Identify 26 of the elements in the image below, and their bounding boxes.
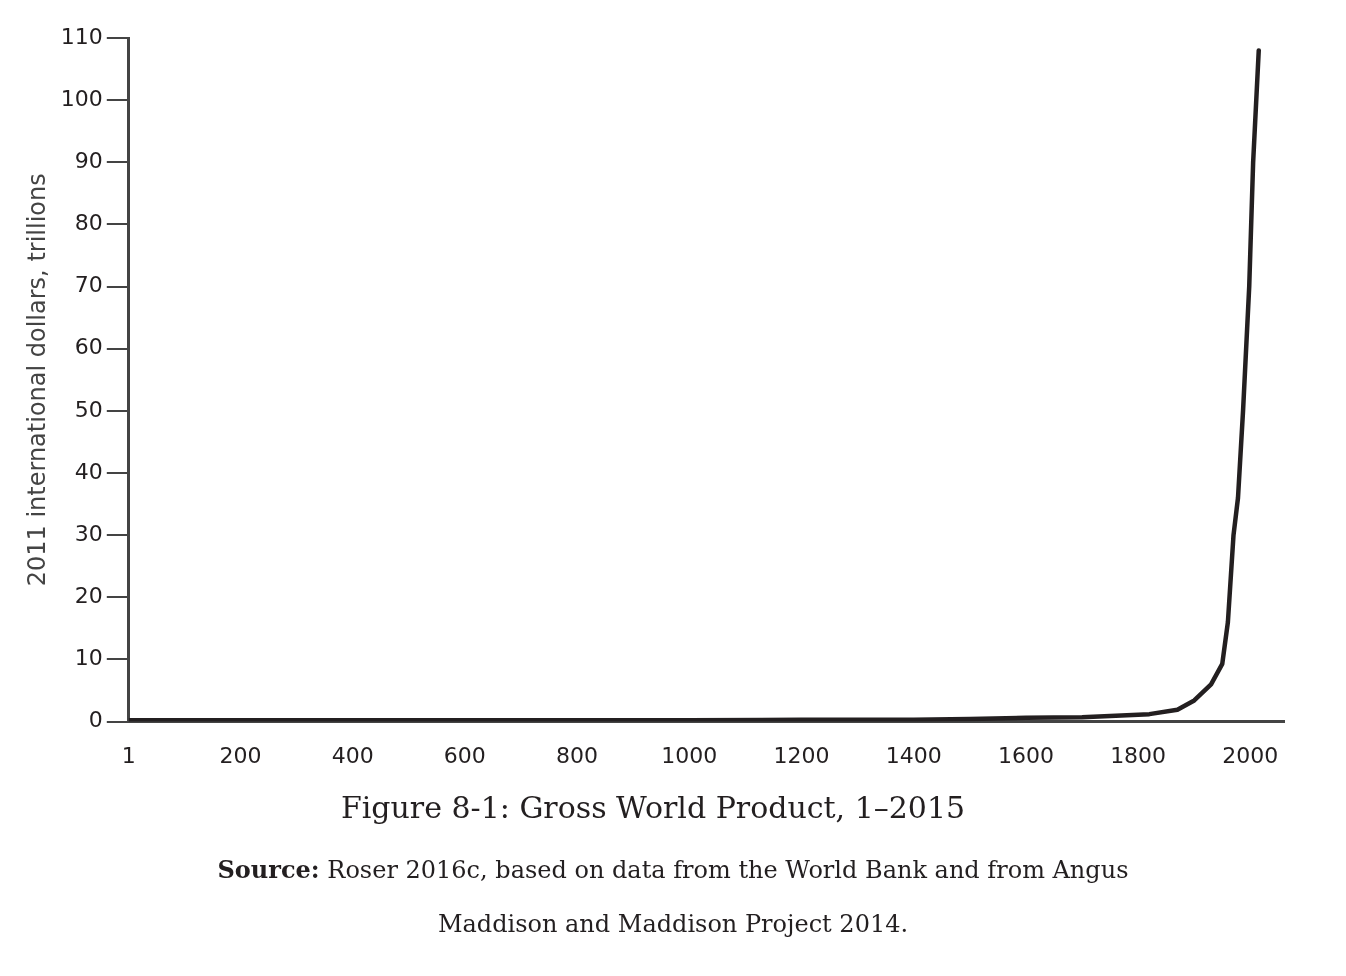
x-tick-label: 2000 [1222,742,1279,768]
text: Figure 8-1: Gross World Product, 1–2015 [339,790,967,825]
y-tick-label: 110 [60,23,103,49]
x-tick-label: 800 [556,742,599,768]
x-tick-label: 1200 [773,742,830,768]
y-tick-label: 0 [88,707,103,733]
x-tick-label: 600 [443,742,486,768]
x-tick-label: 1 [121,742,136,768]
y-tick-label: 100 [60,85,103,111]
x-tick-label: 1800 [1110,742,1167,768]
x-tick-label: 1400 [885,742,942,768]
y-tick-label: 20 [74,583,103,609]
y-tick-label: 10 [74,645,103,671]
y-tick-label: 30 [74,520,103,546]
x-tick-label: 400 [331,742,374,768]
y-tick-label: 90 [74,148,103,174]
y-tick-label: 60 [74,334,103,360]
y-tick-label: 50 [74,396,103,422]
y-tick-label: 40 [74,458,103,484]
source-note: Source: Roser 2016c, based on data from the World Bank and from Angus Maddison and Maddison Project 2014. [216,854,1130,940]
y-tick-label: 80 [74,210,103,236]
x-tick-label: 1600 [997,742,1054,768]
y-axis-title: 2011 international dollars, trillions [22,173,51,587]
x-tick-label: 1000 [661,742,718,768]
x-tick-label: 200 [219,742,262,768]
y-tick-label: 70 [74,272,103,298]
